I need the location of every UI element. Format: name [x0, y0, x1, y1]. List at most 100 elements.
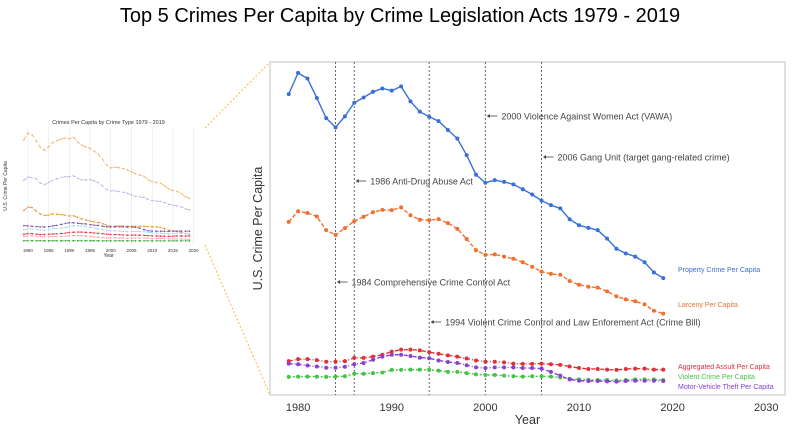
data-point: [577, 223, 581, 228]
data-point: [586, 225, 591, 230]
data-point: [577, 378, 581, 383]
annotation-arrowhead: [543, 155, 547, 159]
data-point: [114, 226, 116, 228]
data-point: [483, 372, 488, 377]
data-point: [138, 196, 141, 198]
data-point: [43, 233, 46, 236]
data-point: [530, 374, 535, 379]
data-point: [31, 176, 33, 179]
data-point: [64, 214, 67, 217]
data-point: [520, 366, 525, 371]
annotation-arrowhead: [430, 320, 434, 324]
data-point: [126, 230, 129, 233]
data-point: [93, 221, 96, 223]
data-point: [492, 178, 497, 183]
data-point: [68, 222, 71, 224]
data-point: [661, 379, 666, 384]
data-point: [93, 150, 96, 152]
data-point: [60, 235, 62, 238]
data-point: [89, 240, 91, 242]
series-label: Larceny Per Capita: [678, 302, 738, 309]
data-point: [51, 213, 54, 215]
data-point: [60, 232, 62, 235]
data-point: [109, 226, 112, 228]
data-point: [492, 365, 497, 370]
data-point: [172, 232, 174, 235]
data-point: [151, 180, 154, 183]
data-point: [371, 89, 375, 94]
data-point: [97, 224, 100, 227]
data-point: [558, 373, 563, 378]
data-point: [118, 237, 120, 239]
data-point: [43, 229, 46, 231]
data-point: [361, 95, 366, 100]
data-point: [558, 362, 563, 367]
data-point: [623, 297, 628, 302]
data-point: [147, 198, 149, 201]
data-point: [586, 379, 591, 384]
data-point: [642, 260, 647, 265]
data-point: [502, 360, 507, 365]
data-point: [305, 374, 310, 379]
data-point: [176, 232, 178, 234]
data-point: [661, 311, 666, 316]
data-point: [130, 194, 133, 196]
data-point: [51, 225, 54, 227]
series-line: [23, 235, 190, 240]
data-point: [151, 237, 154, 240]
data-point: [114, 166, 116, 168]
data-point: [72, 234, 75, 237]
series-label: Violent Crime Per Capita: [678, 374, 755, 381]
data-point: [68, 137, 71, 140]
data-point: [352, 100, 357, 105]
data-point: [147, 178, 149, 181]
data-point: [474, 172, 478, 177]
data-point: [314, 95, 319, 100]
data-point: [558, 272, 563, 277]
data-point: [399, 84, 404, 89]
x-tick-label: 2005: [126, 248, 137, 253]
data-point: [361, 355, 366, 360]
data-point: [296, 357, 301, 362]
data-point: [105, 224, 108, 227]
data-point: [651, 367, 656, 372]
x-tick-label: 1990: [64, 248, 75, 253]
data-point: [417, 355, 422, 360]
data-point: [464, 356, 469, 361]
data-point: [60, 213, 62, 216]
data-point: [176, 240, 178, 242]
data-point: [605, 367, 610, 372]
data-point: [56, 178, 58, 180]
data-point: [97, 240, 100, 242]
data-point: [56, 233, 58, 235]
data-point: [286, 219, 291, 224]
data-point: [138, 234, 141, 236]
plot-frame: [269, 61, 786, 396]
data-point: [143, 196, 145, 199]
data-point: [180, 232, 183, 235]
y-axis-label: U.S. Crime Per Capita: [251, 167, 265, 291]
data-point: [163, 235, 166, 238]
data-point: [151, 235, 154, 237]
data-point: [39, 146, 42, 149]
data-point: [436, 217, 441, 222]
data-point: [138, 174, 141, 176]
data-point: [76, 216, 79, 219]
series-label: Motor-Vehicle Theft Per Capita: [678, 384, 774, 391]
data-point: [43, 236, 46, 238]
data-point: [623, 366, 628, 371]
data-point: [167, 230, 170, 233]
data-point: [520, 260, 525, 265]
data-point: [143, 237, 145, 239]
x-axis-label: Year: [515, 413, 540, 427]
data-point: [155, 232, 158, 234]
data-point: [89, 223, 91, 226]
data-point: [159, 182, 162, 184]
data-point: [371, 210, 375, 215]
data-point: [89, 220, 91, 222]
series-line: [23, 231, 190, 237]
data-point: [305, 211, 310, 216]
data-point: [97, 181, 100, 184]
data-point: [105, 229, 108, 232]
data-point: [595, 366, 600, 371]
